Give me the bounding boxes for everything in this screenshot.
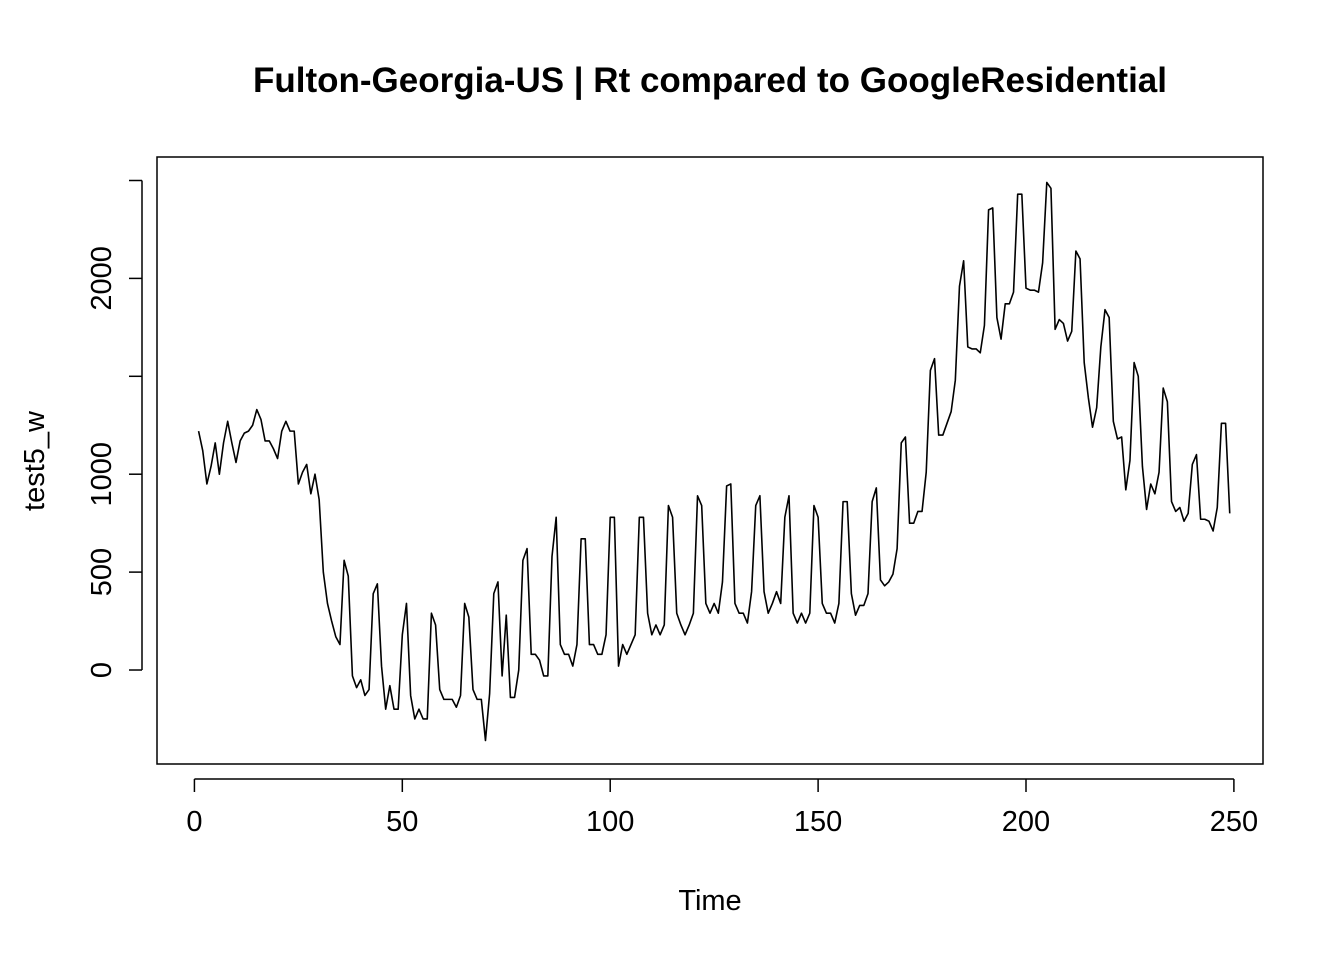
x-tick-label: 150 bbox=[794, 806, 842, 838]
x-axis-label: Time bbox=[678, 885, 741, 917]
y-axis: 0 500 1000 2000 bbox=[86, 179, 143, 678]
x-tick-label: 250 bbox=[1210, 806, 1258, 838]
y-axis-label: test5_w bbox=[19, 410, 51, 511]
x-tick-label: 50 bbox=[386, 806, 418, 838]
x-tick-label: 100 bbox=[586, 806, 634, 838]
x-tick-label: 200 bbox=[1002, 806, 1050, 838]
plot-frame bbox=[156, 156, 1264, 765]
x-tick-label: 0 bbox=[186, 806, 202, 838]
chart-title: Fulton-Georgia-US | Rt compared to Googl… bbox=[253, 61, 1167, 100]
x-axis: 0 50 100 150 200 250 bbox=[186, 778, 1258, 838]
y-tick-label: 500 bbox=[86, 548, 118, 596]
series-line bbox=[197, 181, 1231, 742]
y-tick-label: 0 bbox=[86, 662, 118, 678]
y-tick-label: 2000 bbox=[86, 246, 118, 311]
y-tick-label: 1000 bbox=[86, 442, 118, 507]
